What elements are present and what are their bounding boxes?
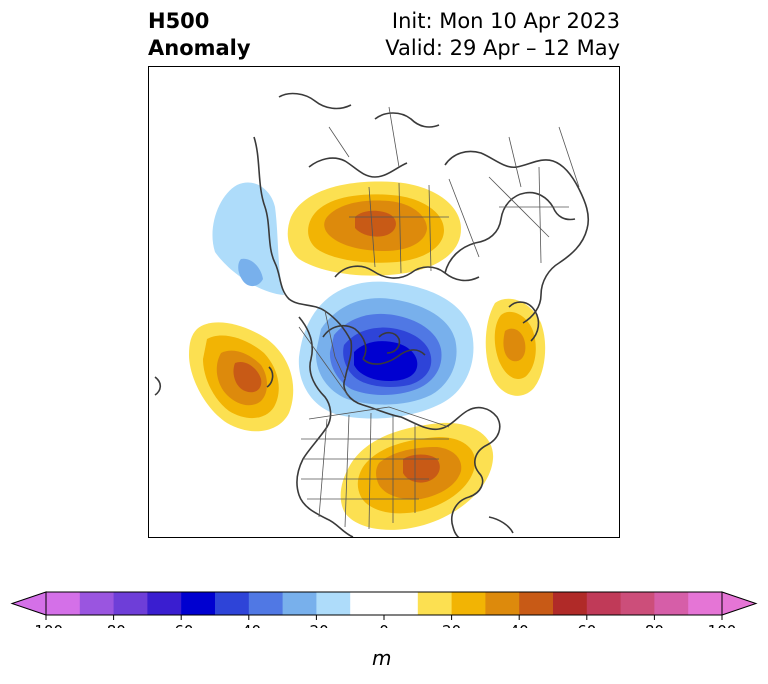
colorbar-swatch xyxy=(282,592,317,615)
colorbar-swatch xyxy=(688,592,723,615)
variable-label: H500 xyxy=(148,9,210,33)
colorbar-swatch xyxy=(46,592,81,615)
coastlines xyxy=(154,92,590,537)
colorbar-tick-label: 40 xyxy=(510,622,529,628)
colorbar-swatch xyxy=(215,592,250,615)
anomaly-map xyxy=(148,66,620,538)
colorbar-swatch xyxy=(654,592,689,615)
colorbar: -100 -80 -60 -40 -20 0 20 40 60 80 100 xyxy=(10,591,758,628)
positive-anomaly-atlantic xyxy=(485,298,546,396)
colorbar-tick-label: 20 xyxy=(442,622,461,628)
colorbar-underflow-arrow xyxy=(10,591,47,616)
colorbar-swatch xyxy=(451,592,486,615)
colorbar-tick-label: 0 xyxy=(379,622,389,628)
colorbar-swatch xyxy=(586,592,622,615)
colorbar-swatch xyxy=(248,592,284,615)
valid-time-label: Valid: 29 Apr – 12 May xyxy=(385,36,620,60)
colorbar-overflow-arrow xyxy=(721,591,758,616)
forecast-times: Init: Mon 10 Apr 2023 Valid: 29 Apr – 12… xyxy=(385,8,620,62)
colorbar-swatch xyxy=(316,592,351,615)
colorbar-swatch xyxy=(147,592,182,615)
init-time-label: Init: Mon 10 Apr 2023 xyxy=(391,9,620,33)
colorbar-tick-label: -40 xyxy=(237,622,262,628)
colorbar-tick-label: -60 xyxy=(169,622,194,628)
colorbar-tick-label: 60 xyxy=(577,622,596,628)
colorbar-tick-label: -100 xyxy=(29,622,63,628)
colorbar-tick-label: 80 xyxy=(645,622,664,628)
colorbar-swatch xyxy=(485,592,520,615)
colorbar-swatch xyxy=(417,592,453,615)
colorbar-swatch xyxy=(620,592,655,615)
colorbar-unit-label: m xyxy=(372,646,392,670)
map-title: H500 Anomaly xyxy=(148,8,251,62)
colorbar-swatch xyxy=(181,592,216,615)
political-borders xyxy=(298,106,580,530)
colorbar-swatch xyxy=(113,592,148,615)
colorbar-swatch xyxy=(519,592,554,615)
positive-anomaly-eastern-us xyxy=(340,422,494,530)
field-label: Anomaly xyxy=(148,36,251,60)
colorbar-swatch xyxy=(553,592,588,615)
colorbar-swatch xyxy=(350,592,419,615)
colorbar-tick-label: -80 xyxy=(101,622,126,628)
colorbar-tick-label: 100 xyxy=(708,622,737,628)
colorbar-tick-label: -20 xyxy=(304,622,329,628)
colorbar-swatch xyxy=(79,592,115,615)
positive-anomaly-pacific xyxy=(189,322,294,432)
negative-anomaly-bering xyxy=(212,182,284,295)
